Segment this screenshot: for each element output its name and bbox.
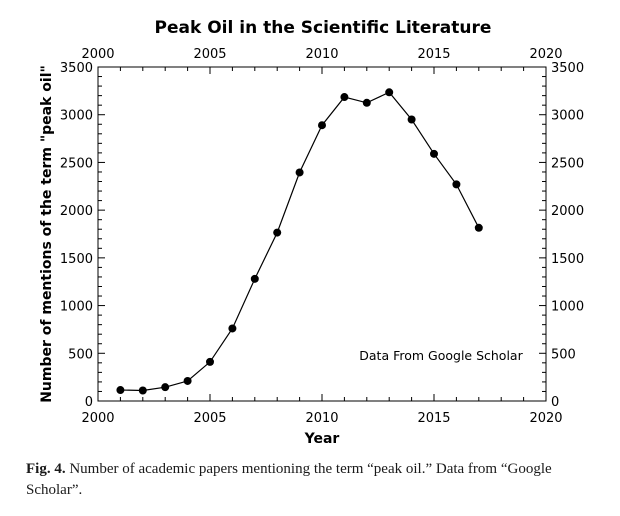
x-tick-label-bottom: 2000 [81,411,114,426]
data-point [474,223,483,232]
data-point [161,383,170,392]
data-point [295,168,304,177]
figure: Peak Oil in the Scientific Literature 20… [39,18,584,447]
y-tick-label-right: 1000 [551,300,584,315]
y-tick-label-right: 0 [551,395,559,410]
caption-label: Fig. 4. [26,461,66,477]
y-tick-label-left: 0 [85,395,93,410]
line-chart: Peak Oil in the Scientific Literature 20… [39,18,584,447]
figure-caption: Fig. 4. Number of academic papers mentio… [26,459,606,501]
x-tick-label-bottom: 2005 [193,411,226,426]
data-point [138,386,147,395]
y-tick-label-right: 3000 [551,109,584,124]
axis-ticks [97,66,547,402]
x-tick-label-top: 2015 [417,47,450,62]
y-tick-label-left: 1000 [60,300,93,315]
data-point [385,88,394,97]
chart-title: Peak Oil in the Scientific Literature [155,18,492,38]
x-axis-label: Year [304,431,340,447]
y-tick-label-right: 2500 [551,156,584,171]
y-tick-label-left: 3000 [60,109,93,124]
data-point [273,228,282,237]
data-point [228,324,237,333]
y-tick-label-left: 500 [68,347,93,362]
y-tick-label-left: 1500 [60,252,93,267]
y-axis-label: Number of mentions of the term "peak oil… [39,65,55,403]
data-point [116,386,125,395]
y-tick-label-left: 2000 [60,204,93,219]
data-point [340,93,349,102]
series-line [120,91,480,392]
series-peak-oil-mentions [116,88,483,395]
x-tick-label-bottom: 2010 [305,411,338,426]
y-tick-label-left: 2500 [60,156,93,171]
data-point [362,98,371,107]
x-tick-label-top: 2020 [529,47,562,62]
y-tick-label-right: 1500 [551,252,584,267]
axis-tick-labels: 2000 2000 2005 2005 2010 2010 2015 2015 2020 2020… [60,47,584,426]
x-tick-label-top: 2010 [305,47,338,62]
y-tick-label-right: 2000 [551,204,584,219]
x-tick-label-top: 2005 [193,47,226,62]
data-point [318,121,326,130]
data-point [430,149,438,158]
data-source-annotation: Data From Google Scholar [359,348,523,363]
data-point [407,115,416,124]
data-point [250,274,259,283]
data-point [183,376,192,385]
data-point [452,180,461,189]
data-point [206,357,214,366]
y-tick-label-right: 500 [551,347,576,362]
x-tick-label-top: 2000 [81,47,114,62]
x-tick-label-bottom: 2015 [417,411,450,426]
x-tick-label-bottom: 2020 [529,411,562,426]
y-tick-label-left: 3500 [60,61,93,76]
y-tick-label-right: 3500 [551,61,584,76]
caption-text: Number of academic papers mentioning the… [26,461,552,498]
